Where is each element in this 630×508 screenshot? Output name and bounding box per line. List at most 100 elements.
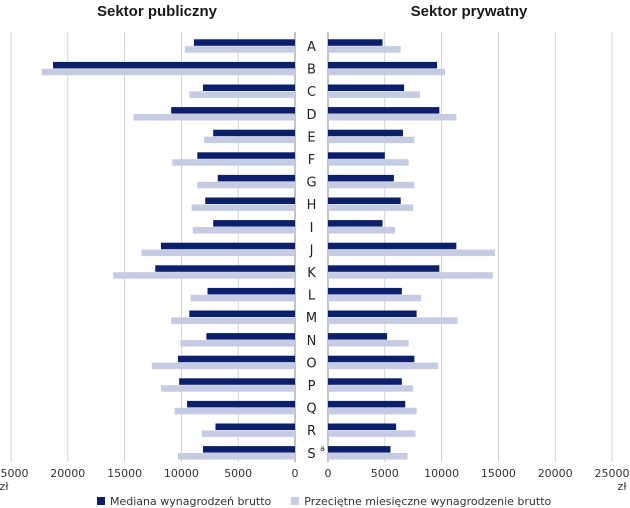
bar-public-median-M — [189, 310, 295, 317]
bar-private-mean-K — [328, 272, 493, 279]
category-label-K: K — [307, 266, 316, 281]
bar-public-mean-F — [172, 159, 295, 166]
category-label-A: A — [307, 40, 316, 55]
bar-public-median-F — [197, 152, 295, 159]
bar-public-mean-A — [184, 46, 295, 53]
bar-public-mean-L — [190, 294, 295, 302]
category-label-Q: Q — [306, 402, 316, 417]
bar-public-median-R — [215, 423, 295, 430]
bar-public-median-Q — [187, 400, 295, 408]
bar-private-median-O — [328, 355, 415, 363]
labels: 0 0 5000 5000 10000 10000 15000 15000 20000 20000… — [0, 40, 630, 493]
bar-private-mean-S — [328, 453, 408, 460]
bar-private-mean-E — [328, 136, 415, 144]
bar-private-mean-D — [328, 114, 457, 121]
bar-private-median-J — [328, 242, 457, 250]
tick-label-left-10000: 10000 — [164, 467, 199, 480]
bar-public-median-C — [202, 84, 295, 91]
tick-label-left-5000: 5000 — [224, 467, 252, 480]
bar-private-mean-I — [328, 227, 396, 234]
bar-public-mean-P — [160, 385, 295, 392]
bar-private-mean-L — [328, 294, 422, 302]
legend-swatch-mean — [291, 497, 300, 505]
category-label-G: G — [306, 176, 316, 191]
bar-private-mean-B — [328, 68, 446, 76]
bar-public-mean-O — [151, 362, 295, 370]
bar-private-median-D — [328, 107, 440, 114]
legend-item-median: Mediana wynagrodzeń brutto — [97, 495, 271, 508]
butterfly-bar-chart: 0 0 5000 5000 10000 10000 15000 15000 20000 20000… — [0, 3, 630, 493]
category-label-F: F — [308, 153, 315, 168]
bar-private-median-K — [328, 265, 440, 272]
tick-label-left-20000: 20000 — [50, 467, 85, 480]
bar-public-median-B — [53, 61, 296, 69]
bar-public-median-G — [217, 174, 295, 182]
category-label-I: I — [310, 221, 314, 236]
bar-public-median-S — [202, 446, 295, 453]
bar-public-median-H — [205, 197, 295, 204]
bar-private-median-H — [328, 197, 401, 204]
bar-public-median-A — [193, 39, 295, 46]
category-label-B: B — [307, 63, 316, 78]
tick-label-right-5000: 5000 — [371, 467, 399, 480]
category-label-O: O — [306, 356, 316, 371]
bar-public-mean-K — [113, 272, 296, 279]
bar-private-mean-M — [328, 317, 458, 324]
bar-private-median-S — [328, 446, 391, 453]
unit-label-left: zł — [0, 480, 9, 493]
bar-public-median-P — [179, 378, 295, 385]
bar-private-median-R — [328, 423, 397, 430]
bar-public-mean-H — [191, 204, 295, 211]
bar-public-mean-D — [133, 114, 295, 121]
bar-private-mean-N — [328, 340, 409, 347]
category-label-H: H — [307, 198, 317, 213]
bar-private-median-B — [328, 61, 438, 69]
panel-title-private: Sektor prywatny — [411, 3, 528, 20]
bar-public-median-D — [171, 107, 295, 114]
bar-private-median-E — [328, 129, 403, 137]
bar-public-mean-M — [171, 317, 295, 324]
category-superscript-S: a — [320, 444, 325, 453]
bar-private-median-F — [328, 152, 385, 159]
bars — [41, 39, 495, 460]
bar-private-mean-C — [328, 91, 421, 98]
category-label-R: R — [307, 424, 316, 439]
bar-public-mean-I — [192, 227, 295, 234]
unit-label-right: zł — [618, 480, 628, 493]
bar-public-median-O — [177, 355, 295, 363]
bar-public-median-E — [213, 129, 295, 137]
bar-private-median-G — [328, 174, 394, 182]
tick-label-left-25000: 25000 — [0, 467, 29, 480]
bar-public-mean-E — [204, 136, 295, 144]
bar-private-mean-H — [328, 204, 414, 211]
tick-label-left-15000: 15000 — [107, 467, 142, 480]
bar-private-median-I — [328, 220, 383, 227]
bar-private-median-Q — [328, 400, 406, 408]
bar-public-mean-N — [180, 340, 295, 347]
bar-public-median-N — [206, 333, 295, 340]
category-label-D: D — [306, 108, 316, 123]
bar-public-mean-S — [177, 453, 295, 460]
legend-item-mean: Przeciętne miesięczne wynagrodzenie brut… — [291, 495, 551, 508]
bar-public-mean-R — [201, 430, 295, 437]
tick-label-right-25000: 25000 — [595, 467, 630, 480]
category-label-C: C — [307, 85, 316, 100]
tick-label-right-20000: 20000 — [538, 467, 573, 480]
legend-swatch-median — [97, 497, 105, 505]
bar-private-mean-R — [328, 430, 416, 437]
bar-public-median-I — [213, 220, 295, 227]
bar-private-median-M — [328, 310, 417, 317]
category-label-M: M — [306, 311, 317, 326]
bar-public-mean-Q — [174, 407, 295, 415]
bar-private-mean-F — [328, 159, 409, 166]
bar-private-mean-J — [328, 249, 495, 257]
bar-private-mean-G — [328, 181, 415, 189]
bar-private-median-N — [328, 333, 388, 340]
bar-public-mean-J — [141, 249, 295, 257]
legend-label-median: Mediana wynagrodzeń brutto — [110, 494, 272, 508]
category-label-E: E — [307, 130, 315, 145]
bar-private-mean-P — [328, 385, 414, 392]
bar-private-median-L — [328, 287, 402, 295]
bar-public-median-L — [207, 287, 295, 295]
category-label-N: N — [307, 334, 317, 349]
